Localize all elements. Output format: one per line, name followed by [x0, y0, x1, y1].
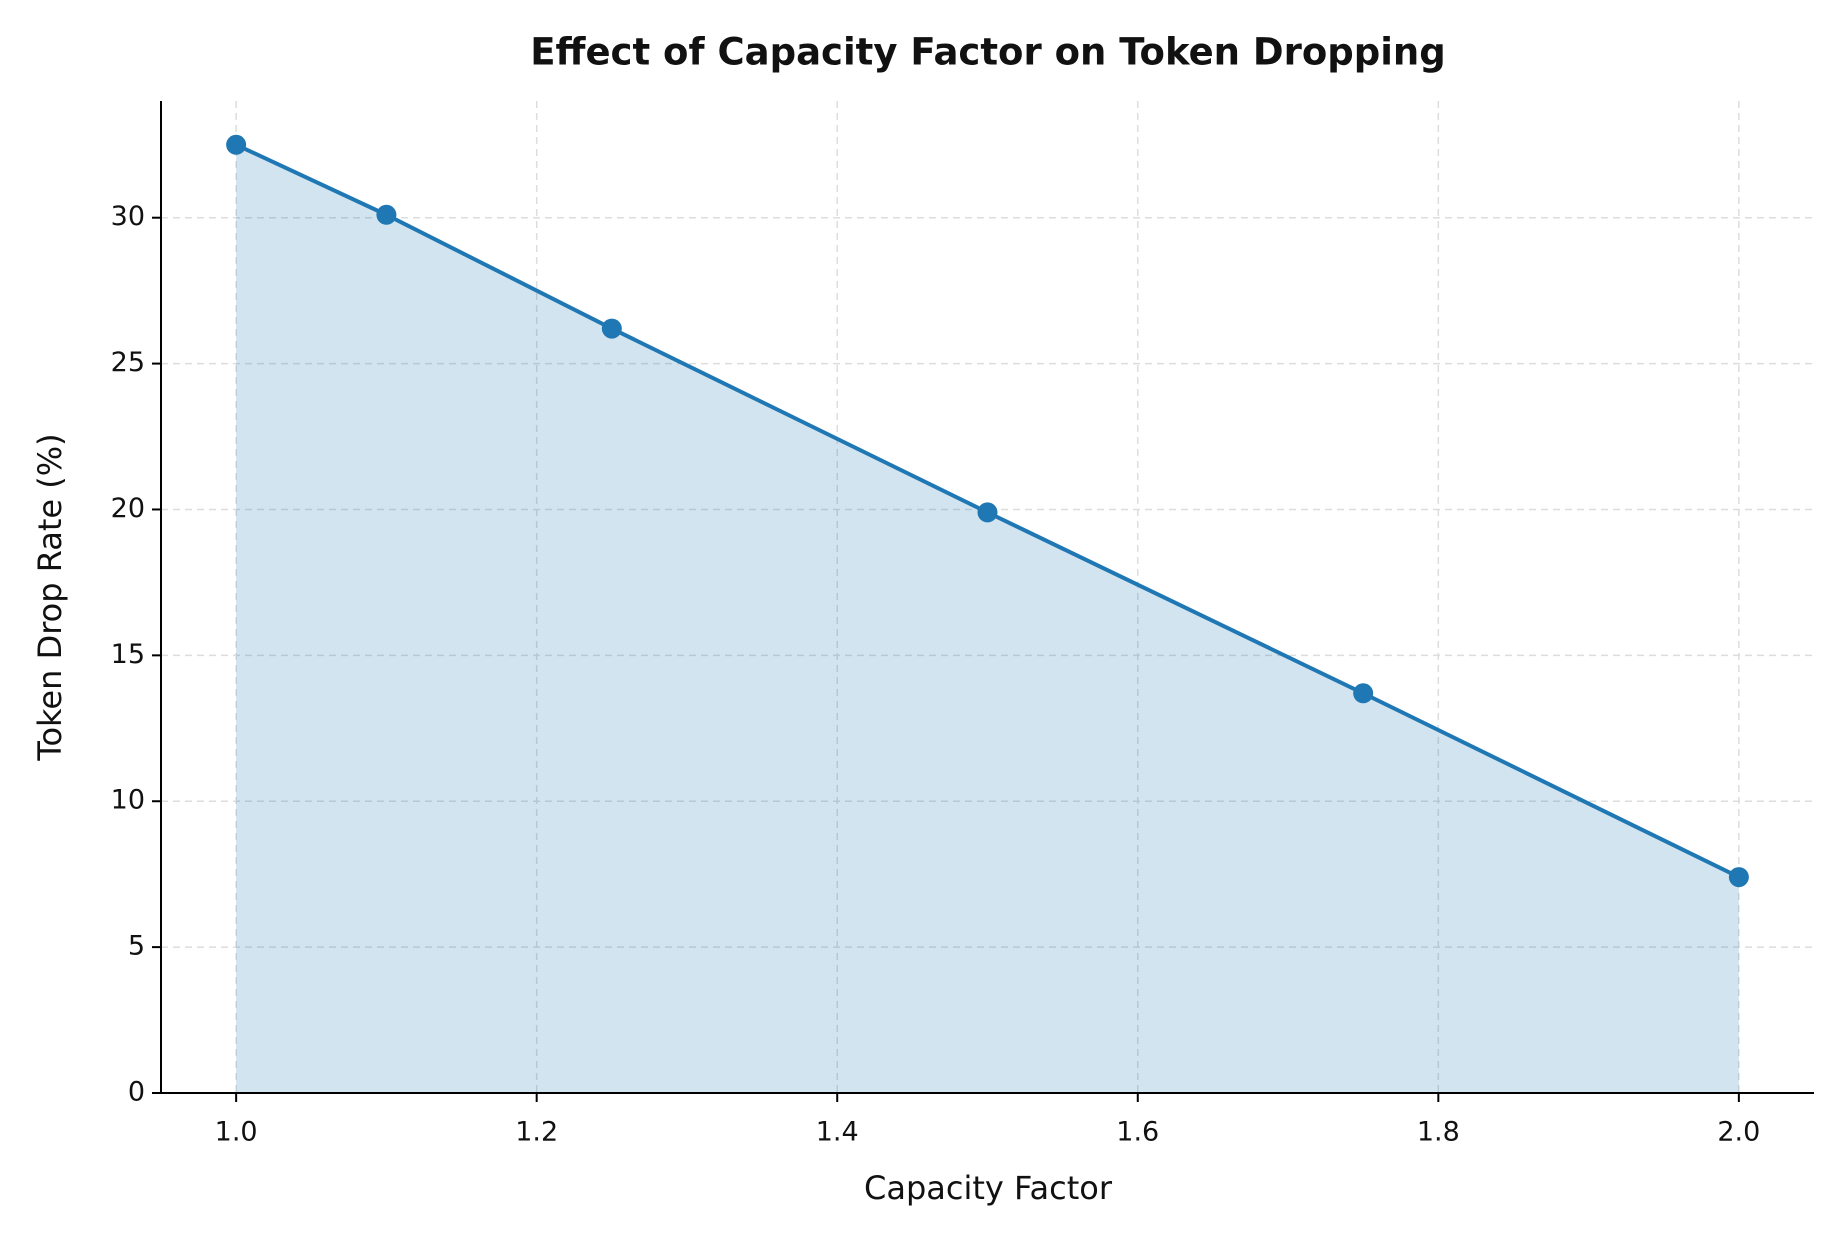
y-tick-label: 30 — [111, 201, 145, 232]
y-tick-label: 25 — [111, 347, 145, 378]
y-tick-label: 20 — [111, 493, 145, 524]
y-tick-label: 0 — [128, 1077, 145, 1108]
area — [236, 144, 1739, 1093]
x-axis-label: Capacity Factor — [864, 1169, 1113, 1207]
point — [1728, 867, 1749, 888]
y-tick-label: 5 — [128, 931, 145, 962]
x-tick-label: 2.0 — [1717, 1117, 1760, 1148]
point — [376, 204, 397, 225]
x-tick-label: 1.8 — [1417, 1117, 1460, 1148]
x-tick-label: 1.0 — [215, 1117, 258, 1148]
x-tick-label: 1.2 — [515, 1117, 558, 1148]
y-axis-label: Token Drop Rate (%) — [31, 433, 69, 761]
chart-title: Effect of Capacity Factor on Token Dropp… — [530, 31, 1446, 74]
y-tick-label: 10 — [111, 785, 145, 816]
point — [977, 502, 998, 523]
x-tick-label: 1.6 — [1116, 1117, 1159, 1148]
point — [226, 134, 247, 155]
line — [235, 142, 1740, 879]
x-tick-label: 1.4 — [816, 1117, 859, 1148]
point — [601, 318, 622, 339]
point — [1353, 683, 1374, 704]
y-tick-label: 15 — [111, 639, 145, 670]
